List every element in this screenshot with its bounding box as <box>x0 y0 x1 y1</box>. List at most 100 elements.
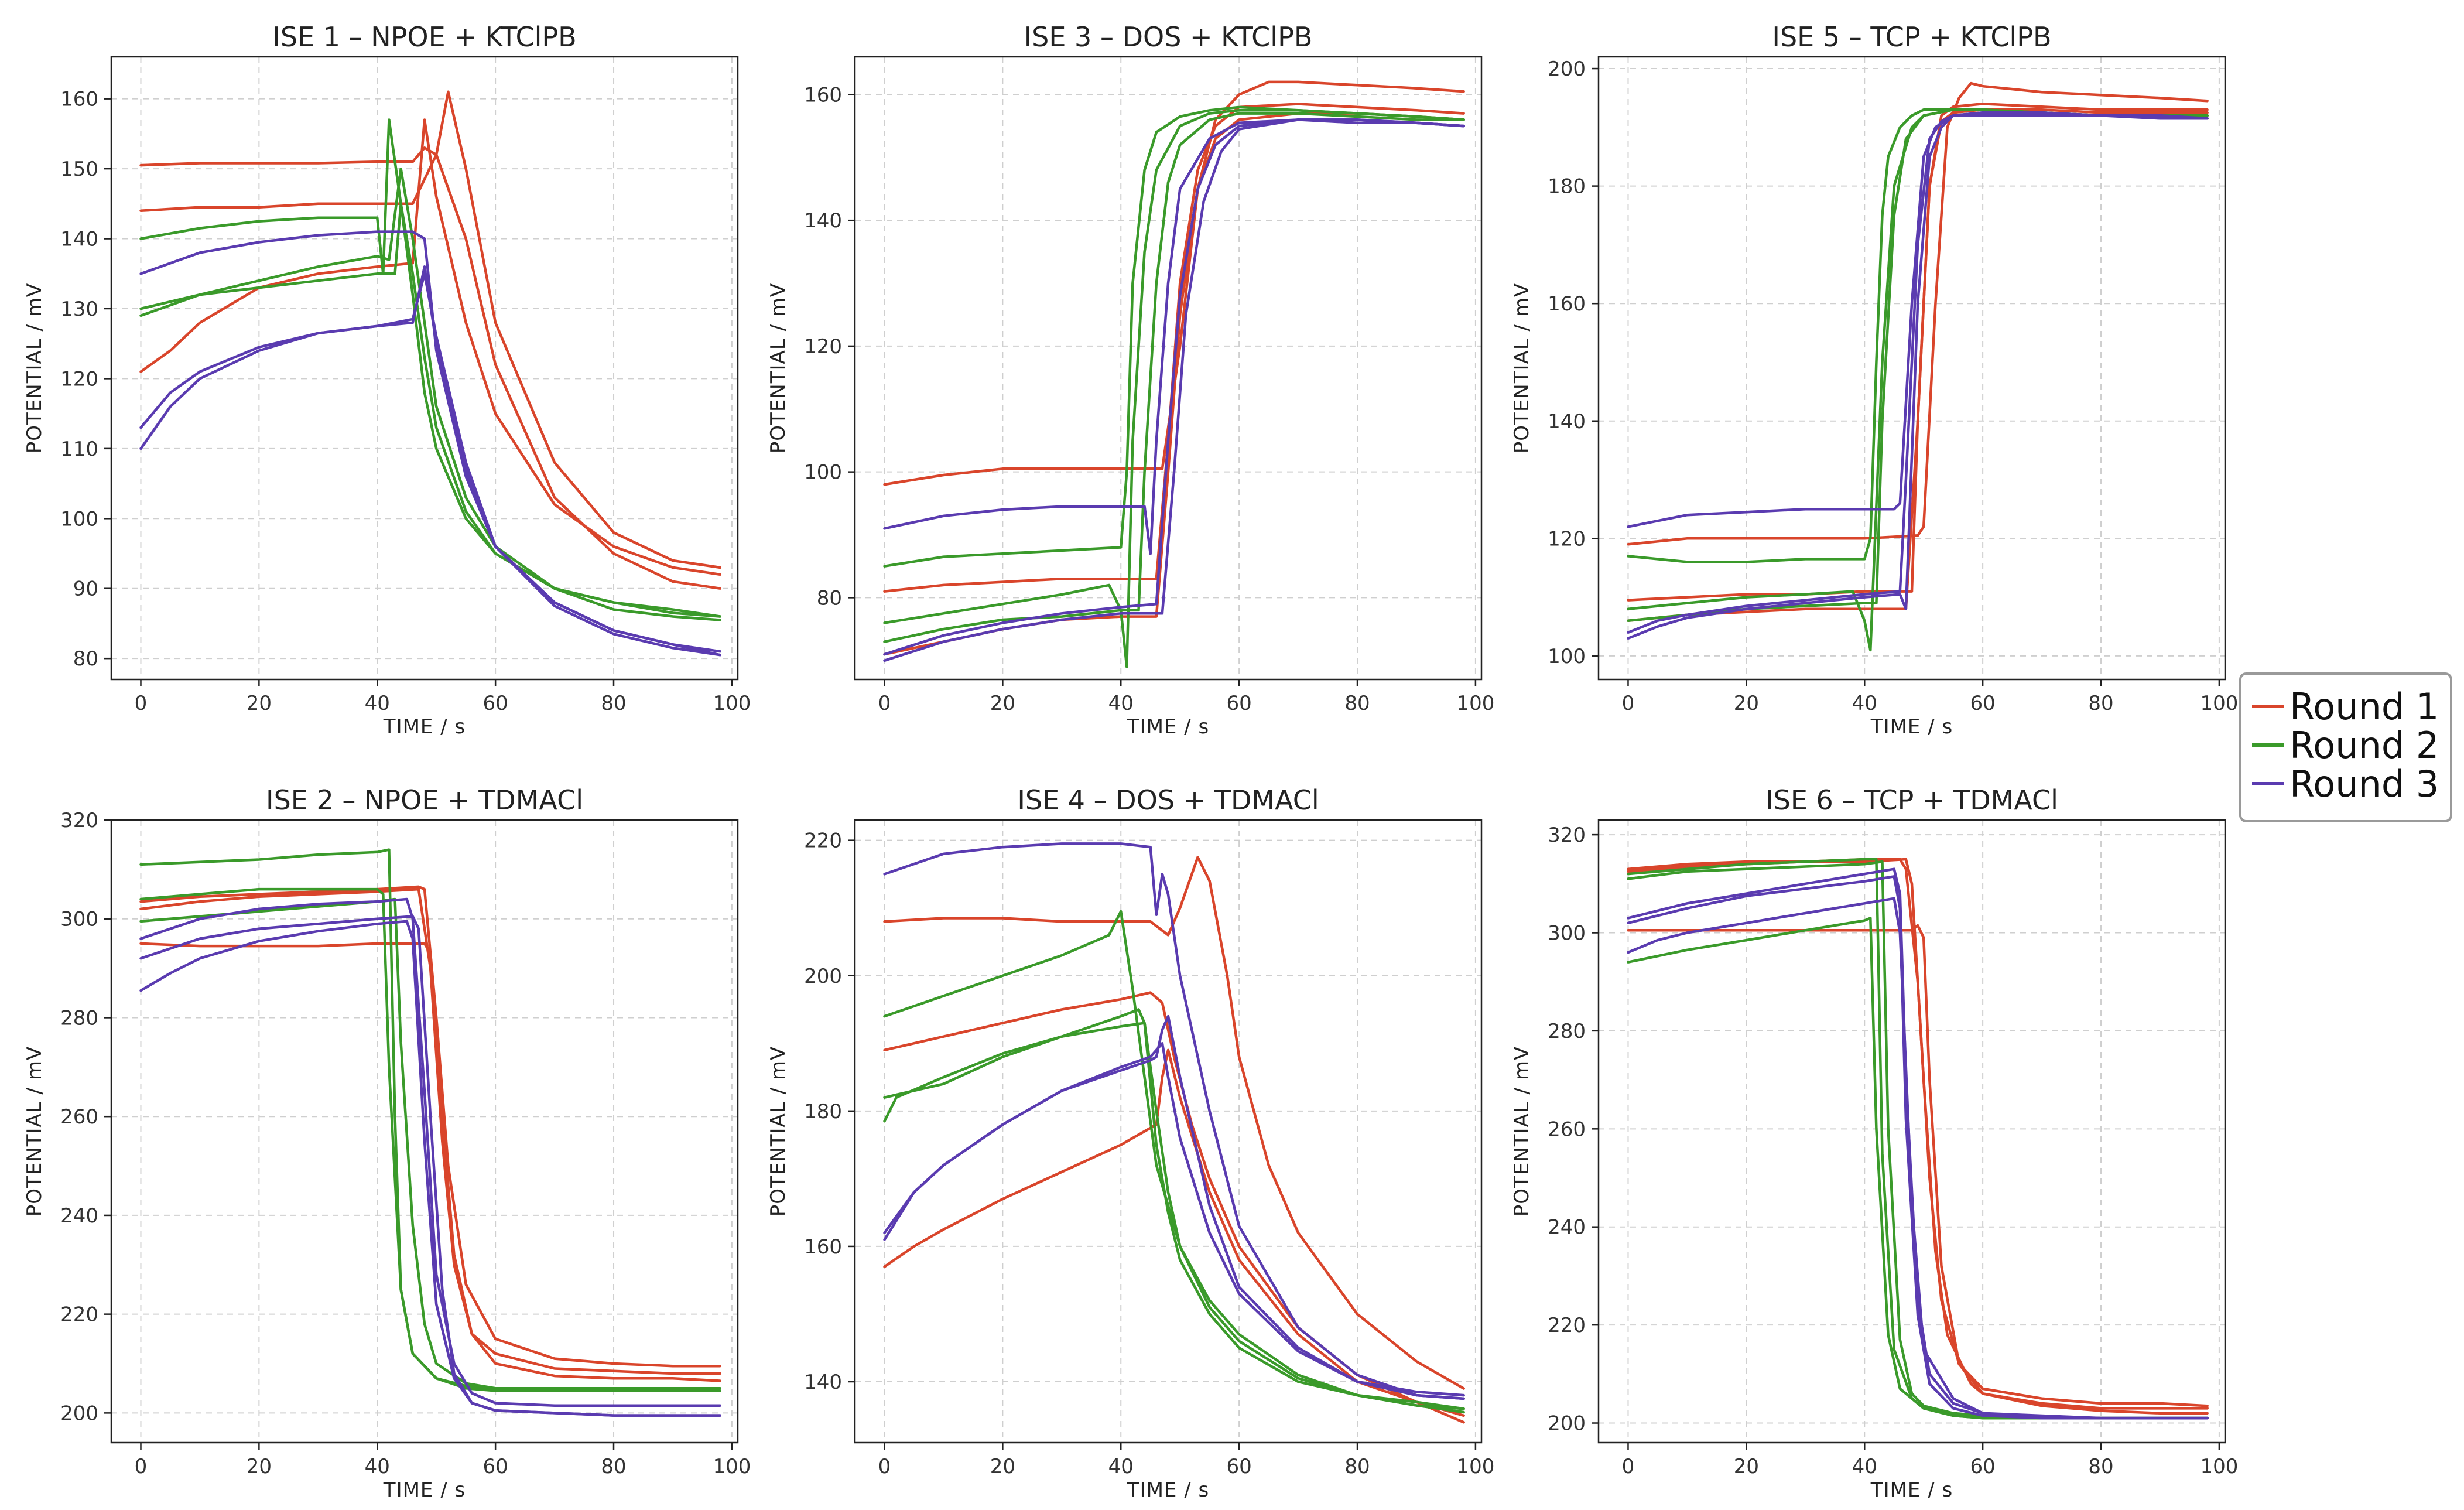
y-tick-label: 300 <box>1548 922 1586 945</box>
y-tick-label: 140 <box>804 209 842 233</box>
y-axis-label: POTENTIAL / mV <box>766 1046 790 1217</box>
x-tick-label: 100 <box>1456 1455 1494 1478</box>
series-lines <box>139 848 721 1417</box>
x-tick-label: 80 <box>1344 692 1370 715</box>
y-tick-label: 160 <box>1548 292 1586 316</box>
x-tick-label: 100 <box>2200 1455 2238 1478</box>
y-tick-label: 100 <box>804 461 842 484</box>
y-tick-label: 110 <box>60 438 98 461</box>
y-tick-label: 100 <box>60 507 98 531</box>
series-lines <box>1627 81 2209 652</box>
panel-title: ISE 5 – TCP + KTClPB <box>1772 21 2051 53</box>
series-line-round-2-5 <box>883 1008 1465 1410</box>
x-tick-label: 60 <box>1970 1455 1995 1478</box>
series-line-round-1-2 <box>139 90 721 569</box>
y-tick-label: 200 <box>1548 1412 1586 1436</box>
x-tick-label: 100 <box>713 692 751 715</box>
y-tick-label: 120 <box>60 367 98 391</box>
y-tick-label: 260 <box>60 1105 98 1129</box>
series-line-round-3-7 <box>883 118 1465 555</box>
y-tick-label: 140 <box>60 228 98 251</box>
x-tick-label: 80 <box>1344 1455 1370 1478</box>
chart-panel-6: 0 20 40 60 80 100 200 220 240 260 280 300 320 ISE 6 –… <box>1510 784 2238 1502</box>
x-tick-label: 60 <box>1226 1455 1251 1478</box>
plot-frame <box>110 819 739 1444</box>
grid <box>855 820 1481 1443</box>
plot-frame <box>110 56 739 681</box>
x-axis-label: TIME / s <box>383 715 466 739</box>
x-tick-label: 60 <box>1970 692 1995 715</box>
y-tick-label: 200 <box>60 1402 98 1425</box>
x-tick-label: 20 <box>247 1455 272 1478</box>
y-tick-label: 140 <box>1548 410 1586 433</box>
y-axis-label: POTENTIAL / mV <box>23 1046 46 1217</box>
y-tick-label: 90 <box>73 578 98 601</box>
series-lines <box>883 80 1465 668</box>
panel-title: ISE 3 – DOS + KTClPB <box>1024 21 1313 53</box>
x-tick-label: 60 <box>482 1455 508 1478</box>
x-tick-label: 100 <box>713 1455 751 1478</box>
series-line-round-2-6 <box>139 202 721 618</box>
series-line-round-2-6 <box>139 897 721 1392</box>
y-axis-label: POTENTIAL / mV <box>1510 1046 1534 1217</box>
series-line-round-1-3 <box>139 942 721 1382</box>
x-axis-label: TIME / s <box>1870 715 1953 739</box>
y-axis-label: POTENTIAL / mV <box>766 283 790 453</box>
x-tick-label: 80 <box>601 1455 626 1478</box>
chart-panel-2: 0 20 40 60 80 100 80 100 120 140 160 ISE 3 – DOS + … <box>766 21 1494 739</box>
legend-frame <box>2239 672 2452 822</box>
y-tick-label: 220 <box>804 829 842 853</box>
grid <box>111 57 738 679</box>
series-line-round-2-6 <box>883 1022 1465 1410</box>
chart-panel-5: 0 20 40 60 80 100 140 160 180 200 220 ISE 4 – DOS +… <box>766 784 1494 1502</box>
chart-panels: 0 20 40 60 80 100 80 90 100 110 120 130 140 150 160 ISE… <box>23 21 2238 1502</box>
x-tick-label: 80 <box>2088 1455 2113 1478</box>
grid <box>1599 820 2225 1443</box>
x-axis-label: TIME / s <box>1127 715 1209 739</box>
series-line-round-1-3 <box>1627 924 2209 1415</box>
x-tick-label: 40 <box>1852 692 1877 715</box>
y-tick-label: 100 <box>1548 645 1586 668</box>
y-tick-label: 240 <box>1548 1216 1586 1239</box>
x-tick-label: 40 <box>1108 1455 1134 1478</box>
series-lines <box>139 90 721 657</box>
series-line-round-3-9 <box>883 1042 1465 1397</box>
y-tick-label: 320 <box>60 809 98 832</box>
panel-title: ISE 1 – NPOE + KTClPB <box>272 21 576 53</box>
series-lines <box>1627 858 2209 1420</box>
x-tick-label: 60 <box>482 692 508 715</box>
y-tick-label: 200 <box>804 965 842 988</box>
grid <box>855 57 1481 679</box>
x-tick-label: 40 <box>365 1455 390 1478</box>
x-tick-label: 0 <box>135 692 148 715</box>
x-tick-label: 100 <box>1456 692 1494 715</box>
x-tick-label: 20 <box>1734 1455 1759 1478</box>
y-tick-label: 150 <box>60 158 98 181</box>
y-tick-label: 120 <box>804 335 842 358</box>
series-line-round-3-8 <box>1627 111 2209 634</box>
series-line-round-3-9 <box>1627 897 2209 1420</box>
series-line-round-1-1 <box>1627 81 2209 546</box>
x-tick-label: 100 <box>2200 692 2238 715</box>
x-tick-label: 20 <box>1734 692 1759 715</box>
x-axis-label: TIME / s <box>1127 1478 1209 1502</box>
series-line-round-3-7 <box>139 897 721 1407</box>
plot-frame <box>1597 819 2226 1444</box>
series-line-round-3-9 <box>1627 114 2209 640</box>
grid <box>1599 57 2225 679</box>
x-tick-label: 40 <box>1852 1455 1877 1478</box>
x-tick-label: 0 <box>878 1455 891 1478</box>
series-line-round-3-9 <box>139 265 721 657</box>
y-tick-label: 260 <box>1548 1118 1586 1141</box>
y-tick-label: 120 <box>1548 527 1586 551</box>
series-line-round-2-5 <box>883 109 1465 668</box>
chart-panel-4: 0 20 40 60 80 100 200 220 240 260 280 300 320 ISE 2 –… <box>23 784 751 1502</box>
y-axis-label: POTENTIAL / mV <box>1510 283 1534 453</box>
x-tick-label: 0 <box>1622 692 1635 715</box>
y-tick-label: 320 <box>1548 824 1586 847</box>
y-tick-label: 180 <box>1548 175 1586 199</box>
y-tick-label: 80 <box>73 647 98 671</box>
series-line-round-2-4 <box>883 910 1465 1414</box>
panel-title: ISE 2 – NPOE + TDMACl <box>266 784 583 816</box>
x-tick-label: 80 <box>601 692 626 715</box>
